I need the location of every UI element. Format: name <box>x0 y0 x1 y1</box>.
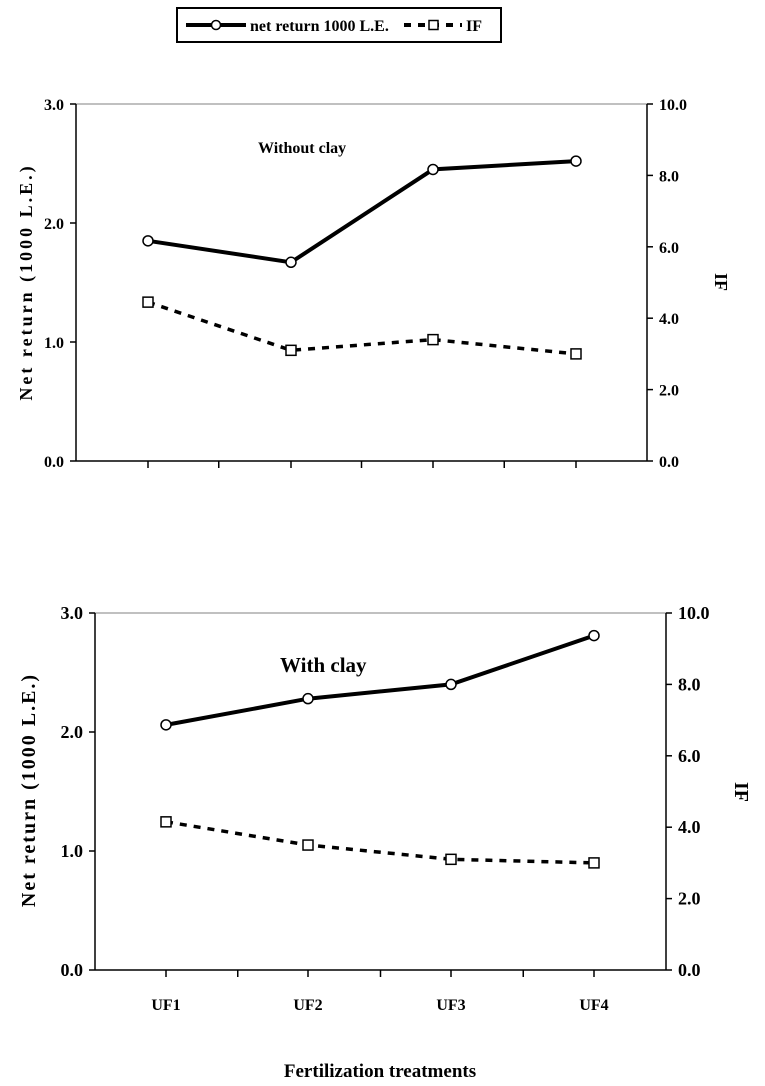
legend-marker-net-return <box>210 19 222 31</box>
chart-without-clay: Without clay Net return (1000 L.E.) IF 0… <box>16 97 731 471</box>
y-tick-label: 3.0 <box>44 97 64 114</box>
y-tick-label: 1.0 <box>44 335 64 352</box>
y2-tick-label: 6.0 <box>678 746 701 766</box>
data-point-net-return <box>160 719 172 731</box>
data-point-if <box>445 853 457 866</box>
y2-axis-label-without-clay: IF <box>711 273 731 291</box>
data-point-net-return <box>142 235 154 247</box>
series-line-if <box>147 300 577 356</box>
y2-tick-label: 2.0 <box>678 889 701 909</box>
data-point-if <box>570 348 582 360</box>
y-tick-label: 1.0 <box>61 841 84 861</box>
series-line-if <box>165 820 595 865</box>
y2-tick-label: 4.0 <box>678 817 701 837</box>
y-axis-label-with-clay: Net return (1000 L.E.) <box>18 673 40 907</box>
legend: net return 1000 L.E. IF <box>176 7 502 43</box>
y-tick-label: 2.0 <box>44 216 64 233</box>
data-point-if <box>302 839 314 851</box>
data-point-net-return <box>427 163 439 176</box>
panel-title-with-clay: With clay <box>280 653 367 677</box>
y2-tick-label: 4.0 <box>659 311 679 328</box>
y2-axis-label-with-clay: IF <box>730 782 752 802</box>
data-point-net-return <box>285 256 297 269</box>
y2-tick-label: 8.0 <box>659 168 679 185</box>
x-tick-label: UF3 <box>436 997 465 1014</box>
chart-marks-with-clay: 0.0 1.0 2.0 3.0 0.0 2.0 4.0 6.0 8.0 10.0 UF1 UF2 UF3… <box>61 603 710 1014</box>
y-axis-label-without-clay: Net return (1000 L.E.) <box>16 163 37 400</box>
chart-with-clay: With clay Net return (1000 L.E.) IF Fert… <box>18 603 752 1082</box>
x-tick-label: UF4 <box>579 997 608 1014</box>
y-tick-label: 0.0 <box>44 454 64 471</box>
y2-tick-label: 8.0 <box>678 674 701 694</box>
y2-tick-label: 10.0 <box>659 97 687 114</box>
y2-tick-label: 0.0 <box>659 454 679 471</box>
legend-marker-if <box>428 19 439 31</box>
data-point-if <box>142 296 154 308</box>
data-point-net-return <box>302 692 314 705</box>
data-point-net-return <box>445 678 457 691</box>
chart-marks-without-clay: 0.0 1.0 2.0 3.0 0.0 2.0 4.0 6.0 8.0 10.0 <box>44 97 687 471</box>
series-line-net-return <box>165 633 595 727</box>
series-line-net-return <box>147 159 577 265</box>
legend-label-net-return: net return 1000 L.E. <box>250 18 389 35</box>
x-tick-label: UF2 <box>293 997 322 1014</box>
plot-area-without-clay <box>75 103 648 462</box>
y-tick-label: 0.0 <box>61 960 84 980</box>
y2-tick-label: 10.0 <box>678 603 710 623</box>
y2-tick-label: 2.0 <box>659 383 679 400</box>
plot-area-with-clay <box>94 612 667 971</box>
data-point-if <box>427 333 439 346</box>
x-tick-label: UF1 <box>151 997 180 1014</box>
data-point-net-return <box>588 629 600 642</box>
data-point-if <box>160 816 172 828</box>
y-tick-label: 2.0 <box>61 722 84 742</box>
y2-tick-label: 6.0 <box>659 240 679 257</box>
y-tick-label: 3.0 <box>61 603 84 623</box>
legend-label-if: IF <box>466 18 482 35</box>
y2-tick-label: 0.0 <box>678 960 701 980</box>
data-point-net-return <box>570 155 582 167</box>
x-axis-label: Fertilization treatments <box>284 1061 476 1082</box>
data-point-if <box>588 857 600 869</box>
data-point-if <box>285 344 297 357</box>
panel-title-without-clay: Without clay <box>258 140 346 157</box>
